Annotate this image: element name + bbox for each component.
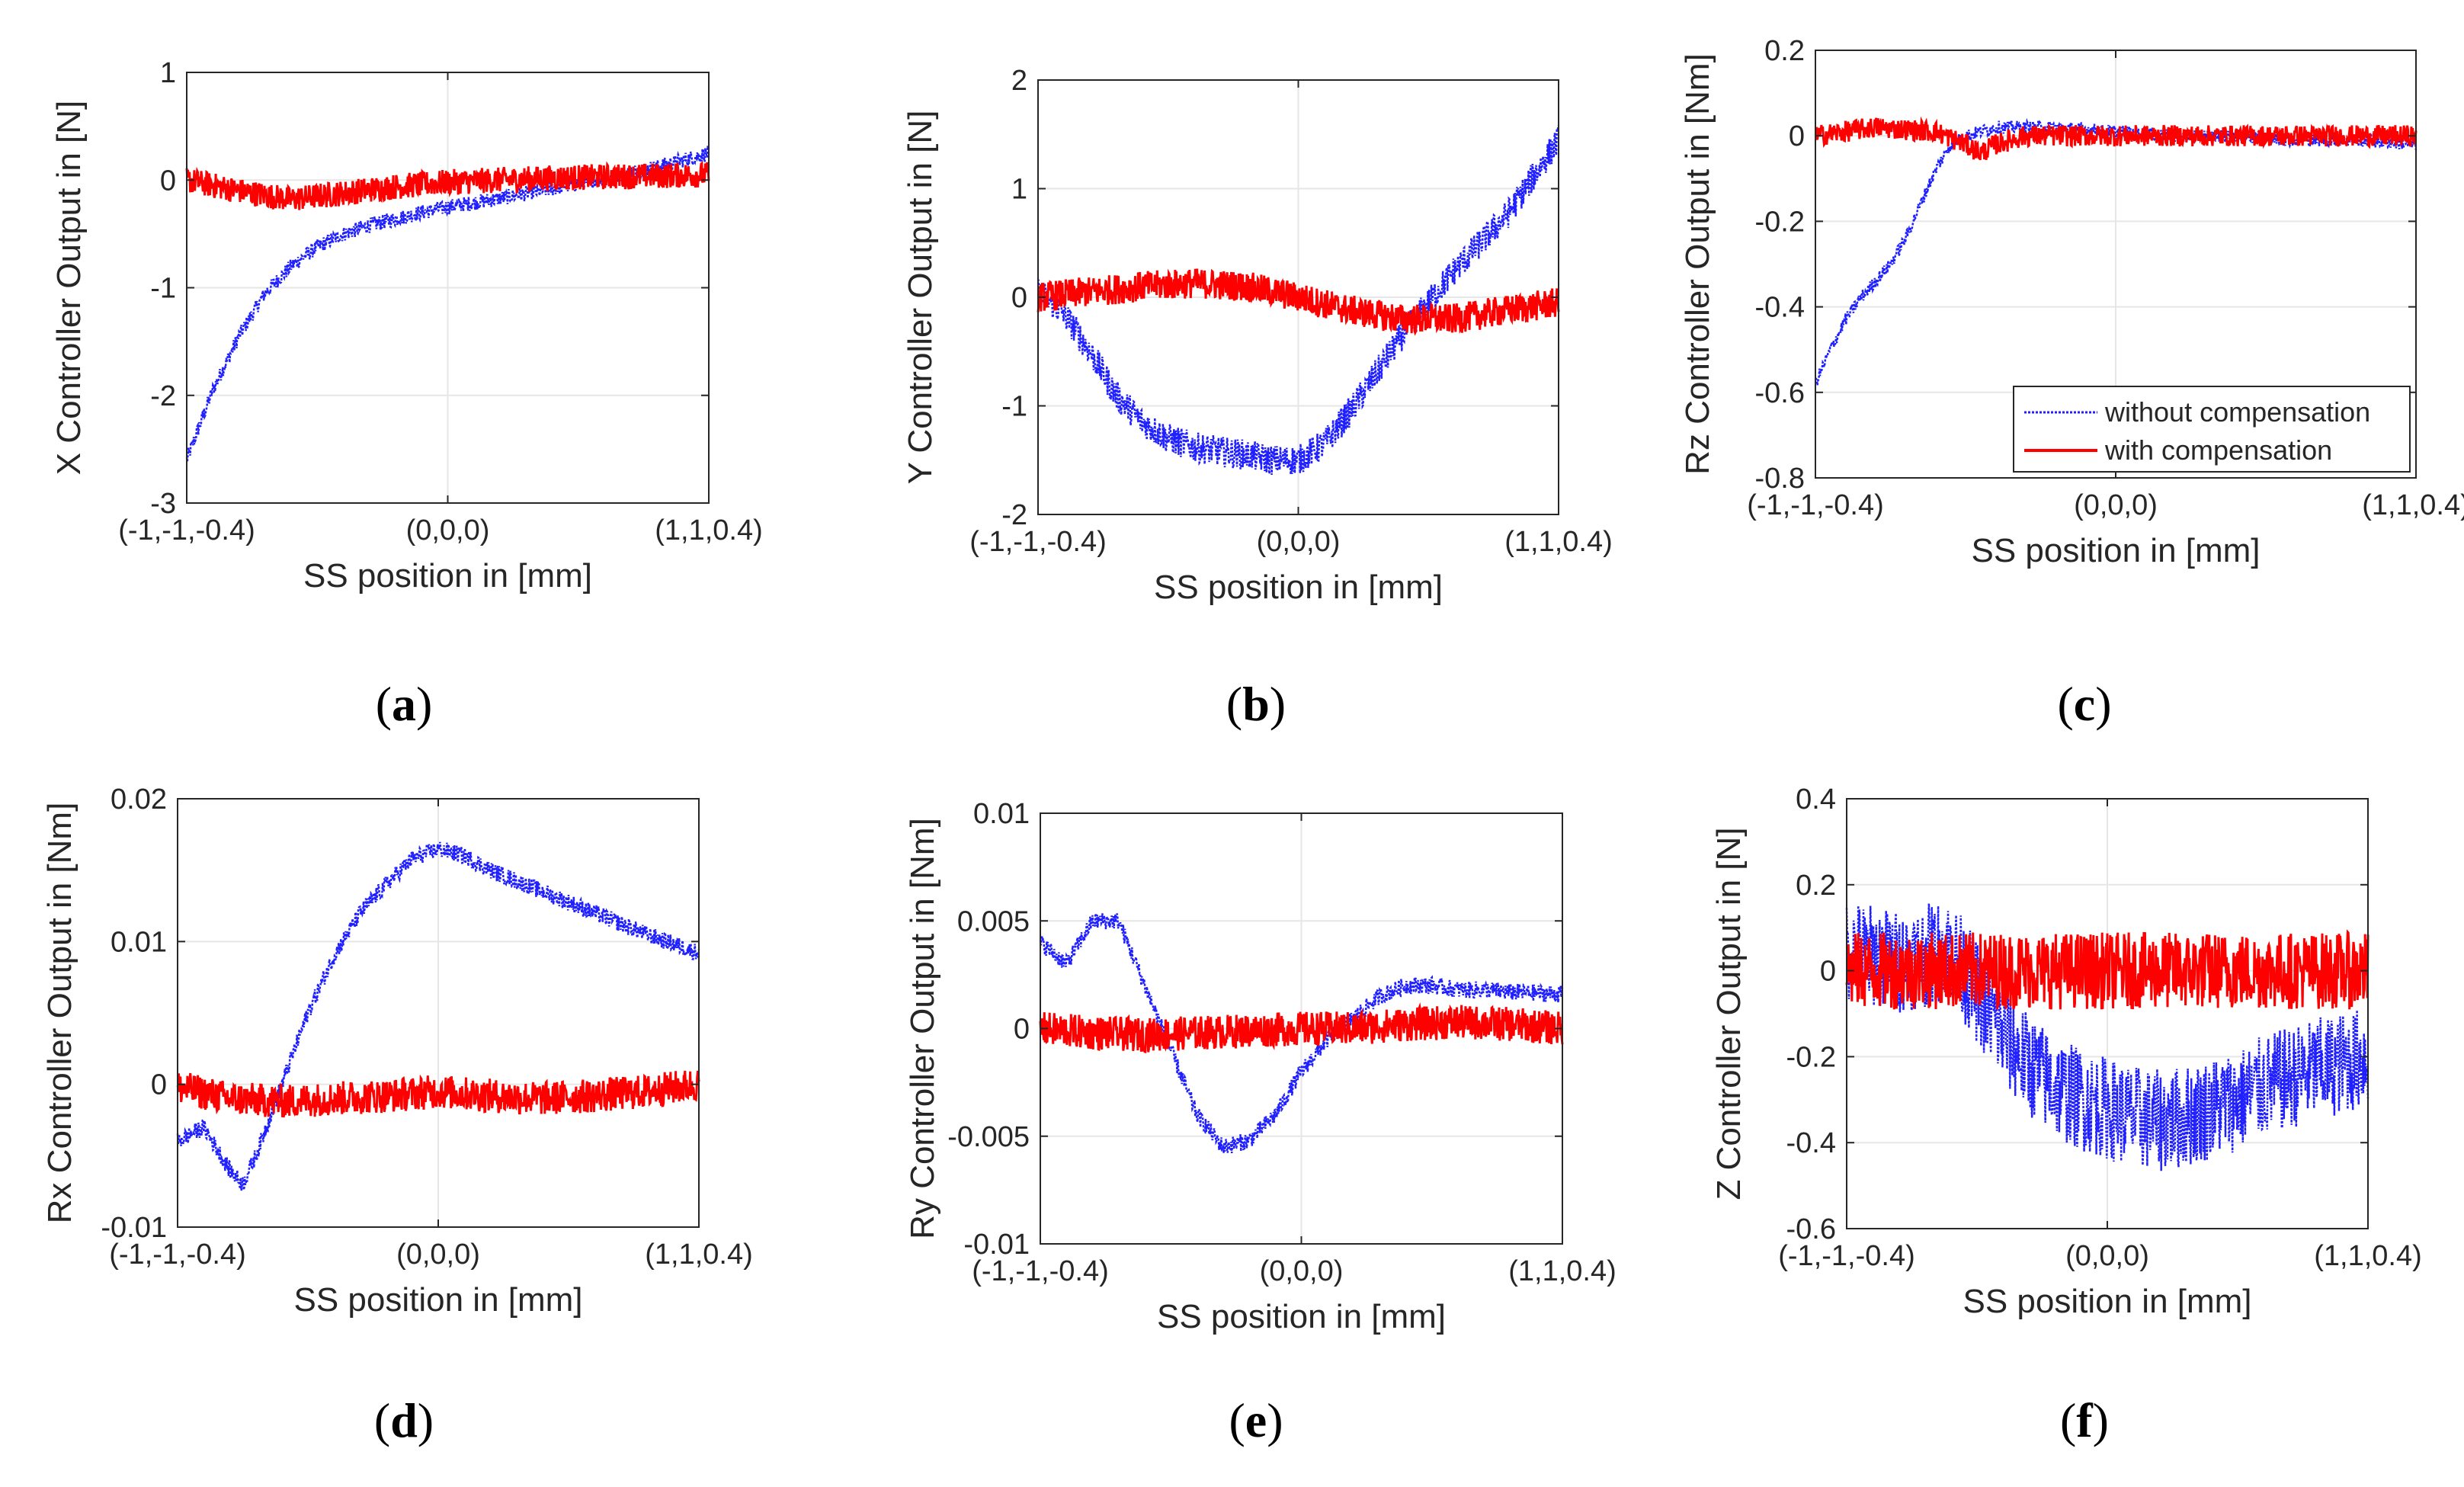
y-tick-label: -0.4	[1755, 292, 1805, 324]
x-axis-label: SS position in [mm]	[1971, 532, 2260, 569]
y-axis-label: Z Controller Output in [N]	[1710, 827, 1748, 1200]
y-tick-label: -0.6	[1755, 377, 1805, 409]
y-tick-label: 0.01	[111, 926, 167, 958]
panel-label: (c)	[2057, 677, 2111, 731]
panel-label: (d)	[374, 1393, 434, 1447]
series-with-compensation-f	[1845, 929, 2369, 1010]
x-tick-label: (0,0,0)	[406, 514, 490, 546]
y-tick-label: 0	[1820, 956, 1836, 988]
y-axis-label: X Controller Output in [N]	[50, 101, 88, 476]
x-tick-label: (1,1,0.4)	[655, 514, 763, 546]
y-tick-label: 2	[1011, 65, 1027, 97]
panel-c: -0.8 -0.6 -0.4 -0.2 0 0.2 (-1,-1,-0.4) (0,0,0) (…	[1679, 35, 2464, 731]
panel-d: -0.01 0 0.01 0.02 (-1,-1,-0.4) (0,0,0) (1,1,0.…	[41, 784, 753, 1447]
legend-label-with: with compensation	[2104, 434, 2332, 466]
panel-label: (f)	[2060, 1393, 2109, 1447]
x-tick-label: (-1,-1,-0.4)	[118, 514, 255, 546]
x-axis-label: SS position in [mm]	[1154, 569, 1443, 606]
y-tick-label: -0.01	[101, 1212, 167, 1244]
legend: without compensation with compensation	[2013, 386, 2411, 473]
y-axis-label: Rz Controller Output in [Nm]	[1679, 53, 1716, 475]
x-tick-label: (1,1,0.4)	[2362, 489, 2464, 521]
y-tick-label: -0.8	[1755, 463, 1805, 495]
x-tick-label: (1,1,0.4)	[645, 1239, 753, 1271]
y-axis-label: Ry Controller Output in [Nm]	[904, 818, 941, 1239]
series-without-compensation-d	[176, 841, 700, 1191]
y-tick-label: 0.005	[957, 905, 1030, 937]
y-tick-label: 0	[1011, 282, 1027, 314]
y-tick-label: 0	[1789, 120, 1805, 152]
y-tick-label: 0.01	[973, 798, 1030, 830]
x-tick-label: (0,0,0)	[1257, 526, 1341, 558]
x-tick-label: (-1,-1,-0.4)	[1747, 489, 1883, 521]
y-tick-label: -0.005	[947, 1121, 1030, 1153]
panel-f: -0.6 -0.4 -0.2 0 0.2 0.4 (-1,-1,-0.4) (0,0,0) (1…	[1710, 784, 2422, 1447]
x-tick-label: (-1,-1,-0.4)	[1778, 1240, 1914, 1272]
x-tick-label: (-1,-1,-0.4)	[969, 526, 1106, 558]
y-tick-label: -0.2	[1786, 1041, 1836, 1073]
y-tick-label: 1	[160, 57, 176, 89]
panel-label: (a)	[376, 677, 433, 731]
y-tick-label: -1	[1001, 391, 1027, 423]
y-axis-label: Rx Controller Output in [Nm]	[41, 803, 79, 1224]
legend-label-without: without compensation	[2104, 396, 2370, 428]
y-tick-label: 0.2	[1796, 870, 1836, 902]
series-with-compensation-a	[185, 161, 710, 210]
series-with-compensation-e	[1039, 1002, 1564, 1053]
series-without-compensation-f	[1845, 903, 2369, 1171]
y-tick-label: -2	[1001, 499, 1027, 531]
y-tick-label: -1	[150, 273, 176, 305]
x-tick-label: (-1,-1,-0.4)	[972, 1255, 1108, 1287]
y-tick-label: 0	[151, 1069, 167, 1101]
panel-b: -2 -1 0 1 2 (-1,-1,-0.4) (0,0,0) (1,1,0.4) SS po…	[902, 65, 1613, 731]
y-tick-label: 0.02	[111, 784, 167, 816]
y-tick-label: 0.2	[1764, 35, 1805, 67]
panel-a: -3 -2 -1 0 1 (-1,-1,-0.4) (0,0,0) (1,1,0.4) SS p…	[50, 57, 763, 731]
x-tick-label: (0,0,0)	[2074, 489, 2158, 521]
y-tick-label: -3	[150, 488, 176, 520]
series-with-compensation-b	[1037, 268, 1560, 336]
panel-label: (e)	[1229, 1393, 1283, 1447]
series-with-compensation-d	[176, 1070, 700, 1118]
y-tick-label: -0.2	[1755, 206, 1805, 238]
x-tick-label: (0,0,0)	[2065, 1240, 2149, 1272]
series-with-compensation-c	[1815, 116, 2418, 161]
x-tick-label: (1,1,0.4)	[2314, 1240, 2422, 1272]
series-without-compensation-b	[1037, 125, 1560, 476]
y-tick-label: 0	[1014, 1014, 1030, 1046]
x-axis-label: SS position in [mm]	[293, 1281, 582, 1319]
x-tick-label: (1,1,0.4)	[1504, 526, 1613, 558]
x-axis-label: SS position in [mm]	[1157, 1298, 1446, 1335]
x-tick-label: (1,1,0.4)	[1508, 1255, 1616, 1287]
y-tick-label: -0.6	[1786, 1213, 1836, 1245]
series-without-compensation-e	[1039, 912, 1564, 1153]
y-tick-label: 0.4	[1796, 784, 1836, 816]
legend-box	[2013, 386, 2411, 473]
y-axis-label: Y Controller Output in [N]	[902, 111, 939, 485]
y-tick-label: 0	[160, 165, 176, 197]
x-tick-label: (0,0,0)	[396, 1239, 480, 1271]
panel-e: -0.01 -0.005 0 0.005 0.01 (-1,-1,-0.4) (0,0,0)…	[904, 798, 1616, 1447]
y-tick-label: -0.4	[1786, 1127, 1836, 1159]
panel-label: (b)	[1226, 677, 1286, 731]
y-tick-label: 1	[1011, 174, 1027, 206]
x-axis-label: SS position in [mm]	[1963, 1283, 2251, 1320]
y-tick-label: -2	[150, 380, 176, 412]
y-tick-label: -0.01	[963, 1229, 1030, 1261]
x-tick-label: (-1,-1,-0.4)	[109, 1239, 245, 1271]
x-axis-label: SS position in [mm]	[303, 557, 592, 594]
x-tick-label: (0,0,0)	[1260, 1255, 1344, 1287]
